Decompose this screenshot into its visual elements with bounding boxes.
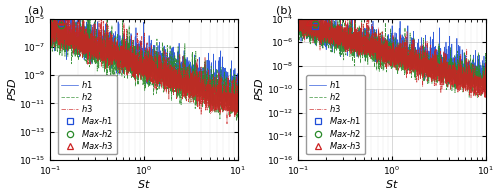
$h1$ xyxy=(119,69,125,71)
$h3$ xyxy=(211,98,217,100)
$h3$ xyxy=(128,55,134,58)
$h2$ xyxy=(235,98,241,101)
$h1$ xyxy=(232,112,237,114)
$h3$ xyxy=(307,0,313,3)
$h3$ xyxy=(483,94,489,96)
$h3$ xyxy=(328,36,334,39)
$h2$ xyxy=(328,24,334,27)
Line: $h2$: $h2$ xyxy=(50,5,238,121)
Line: $h3$: $h3$ xyxy=(50,0,238,124)
$h3$ xyxy=(80,20,86,22)
$h2$ xyxy=(459,82,465,84)
$h1$ xyxy=(459,70,465,72)
X-axis label: $St$: $St$ xyxy=(137,178,151,191)
$h3$ xyxy=(367,57,373,60)
Legend: $h1$, $h2$, $h3$, Max-$h1$, Max-$h2$, Max-$h3$: $h1$, $h2$, $h3$, Max-$h1$, Max-$h2$, Ma… xyxy=(306,75,365,154)
Line: $h3$: $h3$ xyxy=(298,1,486,98)
$h1$ xyxy=(235,92,241,94)
$h1$ xyxy=(232,93,237,95)
$h3$ xyxy=(482,96,488,99)
$h2$ xyxy=(232,80,237,82)
Line: $h2$: $h2$ xyxy=(298,0,486,97)
$h2$ xyxy=(47,40,53,42)
Line: $h1$: $h1$ xyxy=(50,6,238,113)
$h1$ xyxy=(316,40,322,42)
$h3$ xyxy=(235,106,241,108)
Text: (b): (b) xyxy=(276,6,291,16)
$h2$ xyxy=(80,38,86,41)
Legend: $h1$, $h2$, $h3$, Max-$h1$, Max-$h2$, Max-$h3$: $h1$, $h2$, $h3$, Max-$h1$, Max-$h2$, Ma… xyxy=(58,75,117,154)
$h1$ xyxy=(72,5,78,7)
$h3$ xyxy=(459,79,465,81)
$h2$ xyxy=(68,38,74,40)
$h1$ xyxy=(128,57,134,59)
$h3$ xyxy=(295,22,301,24)
$h3$ xyxy=(232,106,237,109)
$h2$ xyxy=(480,72,486,74)
$h2$ xyxy=(56,4,62,7)
Y-axis label: $PSD$: $PSD$ xyxy=(254,77,266,101)
$h3$ xyxy=(119,58,125,60)
$h2$ xyxy=(211,89,217,92)
$h2$ xyxy=(367,50,373,53)
$h3$ xyxy=(224,122,230,125)
$h1$ xyxy=(80,36,86,38)
$h3$ xyxy=(316,20,322,22)
$h2$ xyxy=(119,44,125,46)
$h3$ xyxy=(376,47,382,49)
$h2$ xyxy=(376,48,382,51)
$h3$ xyxy=(47,34,53,37)
Y-axis label: $PSD$: $PSD$ xyxy=(6,77,18,101)
$h1$ xyxy=(47,25,53,28)
$h2$ xyxy=(128,50,134,53)
X-axis label: $St$: $St$ xyxy=(385,178,399,191)
$h2$ xyxy=(295,40,301,42)
$h3$ xyxy=(68,29,74,31)
$h2$ xyxy=(316,36,322,38)
$h3$ xyxy=(480,83,486,85)
$h1$ xyxy=(480,64,486,66)
$h1$ xyxy=(295,33,301,35)
$h1$ xyxy=(211,80,217,82)
$h2$ xyxy=(474,96,480,99)
$h1$ xyxy=(376,45,382,47)
$h1$ xyxy=(367,43,373,45)
Line: $h1$: $h1$ xyxy=(298,0,486,93)
$h1$ xyxy=(483,70,489,72)
$h2$ xyxy=(483,88,489,90)
$h1$ xyxy=(68,34,74,37)
$h2$ xyxy=(234,120,239,122)
$h1$ xyxy=(328,25,334,27)
$h1$ xyxy=(480,92,486,95)
Text: (a): (a) xyxy=(28,6,43,16)
